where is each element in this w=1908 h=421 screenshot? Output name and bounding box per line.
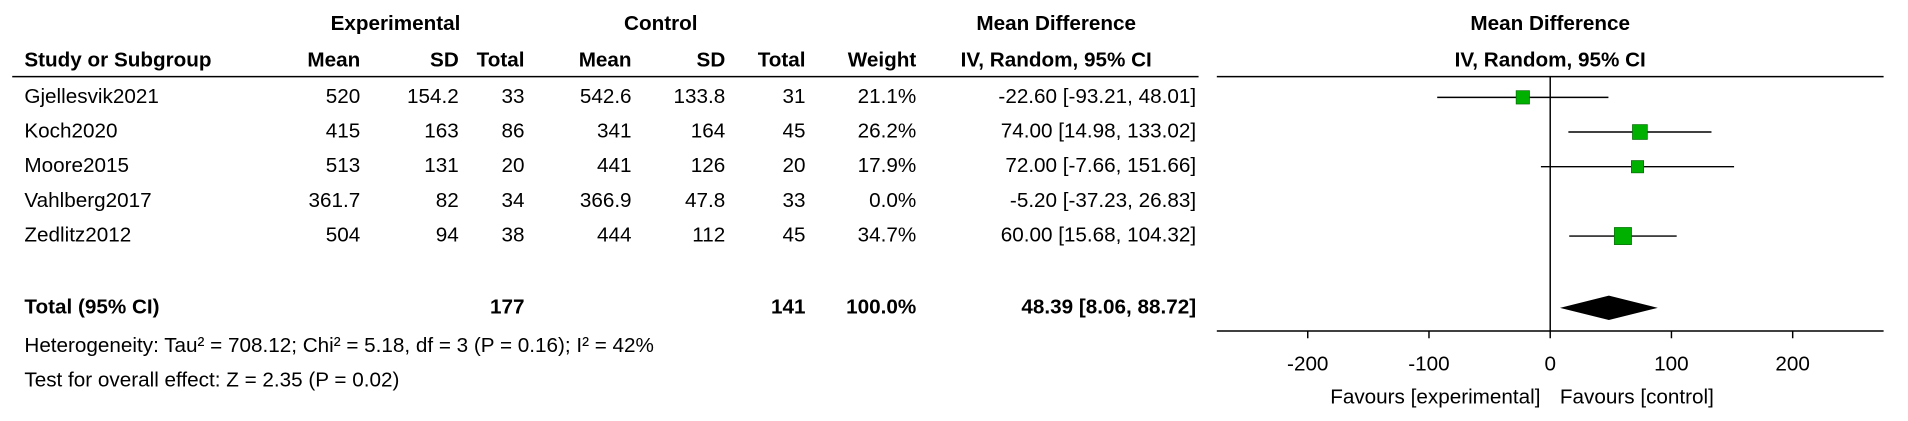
total-cell: Total (95% CI) (24, 295, 159, 318)
cell: 341 (597, 119, 632, 142)
total-cell: 100.0% (846, 295, 916, 318)
cell: 164 (691, 119, 726, 142)
favours-left: Favours [experimental] (1330, 385, 1540, 408)
cell: 154.2 (407, 85, 459, 108)
cell: 82 (436, 189, 459, 212)
column-header: SD (697, 48, 726, 71)
column-header: Study or Subgroup (24, 48, 211, 71)
cell: 361.7 (308, 189, 360, 212)
cell: 26.2% (858, 119, 917, 142)
cell: 60.00 [15.68, 104.32] (1001, 224, 1196, 247)
heterogeneity: Heterogeneity: Tau² = 708.12; Chi² = 5.1… (24, 334, 654, 357)
cell: -22.60 [-93.21, 48.01] (998, 85, 1196, 108)
cell: 441 (597, 154, 632, 177)
total-cell: 48.39 [8.06, 88.72] (1021, 295, 1196, 318)
column-header: Mean (307, 48, 360, 71)
cell: Moore2015 (24, 154, 129, 177)
overall-effect: Test for overall effect: Z = 2.35 (P = 0… (24, 368, 399, 391)
cell: 0.0% (869, 189, 916, 212)
cell: 513 (326, 154, 361, 177)
plot-header: Mean Difference (1470, 12, 1630, 35)
group-header: Mean Difference (976, 12, 1136, 35)
group-header: Control (624, 12, 697, 35)
cell: 45 (783, 119, 806, 142)
cell: Zedlitz2012 (24, 224, 131, 247)
cell: 31 (783, 85, 806, 108)
cell: 126 (691, 154, 726, 177)
cell: -5.20 [-37.23, 26.83] (1010, 189, 1196, 212)
cell: 542.6 (580, 85, 632, 108)
cell: 33 (783, 189, 806, 212)
cell: 112 (692, 224, 725, 247)
cell: 34.7% (858, 224, 917, 247)
study-marker (1614, 227, 1632, 245)
cell: 34 (501, 189, 524, 212)
cell: 74.00 [14.98, 133.02] (1001, 119, 1196, 142)
cell: 504 (326, 224, 361, 247)
column-header: IV, Random, 95% CI (961, 48, 1152, 71)
cell: 72.00 [-7.66, 151.66] (1005, 154, 1196, 177)
cell: 163 (424, 119, 459, 142)
cell: 20 (783, 154, 806, 177)
x-tick-label: 100 (1654, 352, 1689, 375)
cell: Vahlberg2017 (24, 189, 151, 212)
cell: 38 (501, 224, 524, 247)
study-marker (1515, 90, 1530, 105)
total-cell: 141 (771, 295, 806, 318)
cell: 47.8 (685, 189, 725, 212)
cell: 45 (783, 224, 806, 247)
column-header: Weight (848, 48, 917, 71)
cell: 86 (501, 119, 524, 142)
column-header: Mean (579, 48, 632, 71)
column-header: SD (430, 48, 459, 71)
total-cell: 177 (490, 295, 525, 318)
cell: 17.9% (858, 154, 917, 177)
cell: 94 (436, 224, 459, 247)
cell: 33 (501, 85, 524, 108)
cell: 133.8 (674, 85, 726, 108)
group-header: Experimental (331, 12, 461, 35)
cell: 520 (326, 85, 361, 108)
x-tick-label: -100 (1408, 352, 1449, 375)
cell: 131 (424, 154, 459, 177)
cell: Koch2020 (24, 119, 117, 142)
x-tick-label: 200 (1775, 352, 1810, 375)
cell: 444 (597, 224, 632, 247)
cell: 366.9 (580, 189, 632, 212)
favours-right: Favours [control] (1560, 385, 1714, 408)
plot-header: IV, Random, 95% CI (1455, 48, 1646, 71)
cell: 21.1% (858, 85, 917, 108)
study-marker (1632, 124, 1648, 140)
column-header: Total (758, 48, 806, 71)
x-tick-label: 0 (1544, 352, 1556, 375)
cell: 20 (501, 154, 524, 177)
cell: 415 (326, 119, 361, 142)
study-marker (1631, 160, 1644, 174)
cell: Gjellesvik2021 (24, 85, 158, 108)
x-tick-label: -200 (1287, 352, 1328, 375)
column-header: Total (477, 48, 525, 71)
